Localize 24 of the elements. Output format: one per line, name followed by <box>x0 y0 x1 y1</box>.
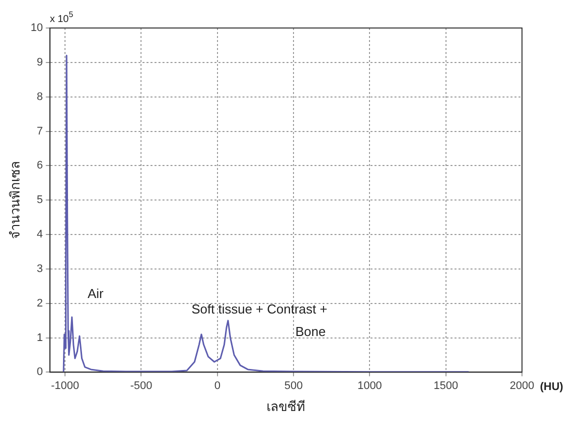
text: (HU) <box>540 381 564 394</box>
y-tick-label: 9 <box>36 56 43 68</box>
y-tick-label: 6 <box>36 160 43 172</box>
x-tick-label: 1500 <box>434 380 458 392</box>
y-tick-label: 2 <box>36 297 43 310</box>
y-tick-label: 3 <box>36 262 43 275</box>
y-tick-label: 0 <box>36 366 43 378</box>
y-tick-label: 5 <box>36 194 43 206</box>
y-tick-label: 10 <box>30 22 43 34</box>
x-tick-label: -500 <box>130 380 152 392</box>
x-tick-label: 1000 <box>357 380 382 392</box>
x-tick-label: 0 <box>214 380 220 392</box>
y-tick-label: 4 <box>36 228 43 241</box>
annotation: Soft tissue + Contrast + <box>191 302 328 317</box>
x-tick-label: -1000 <box>50 380 80 392</box>
y-tick-label: 7 <box>36 125 43 138</box>
x-tick-label: 2000 <box>510 380 534 392</box>
x-tick-label: 500 <box>284 380 303 392</box>
x-axis-title: เลขซีที <box>266 398 306 414</box>
annotation: Bone <box>295 324 326 340</box>
annotation: Air <box>88 286 104 302</box>
y-tick-label: 1 <box>36 332 43 344</box>
y-axis-title: จำนวนพิกเซล <box>7 161 22 240</box>
y-tick-label: 8 <box>36 90 43 103</box>
